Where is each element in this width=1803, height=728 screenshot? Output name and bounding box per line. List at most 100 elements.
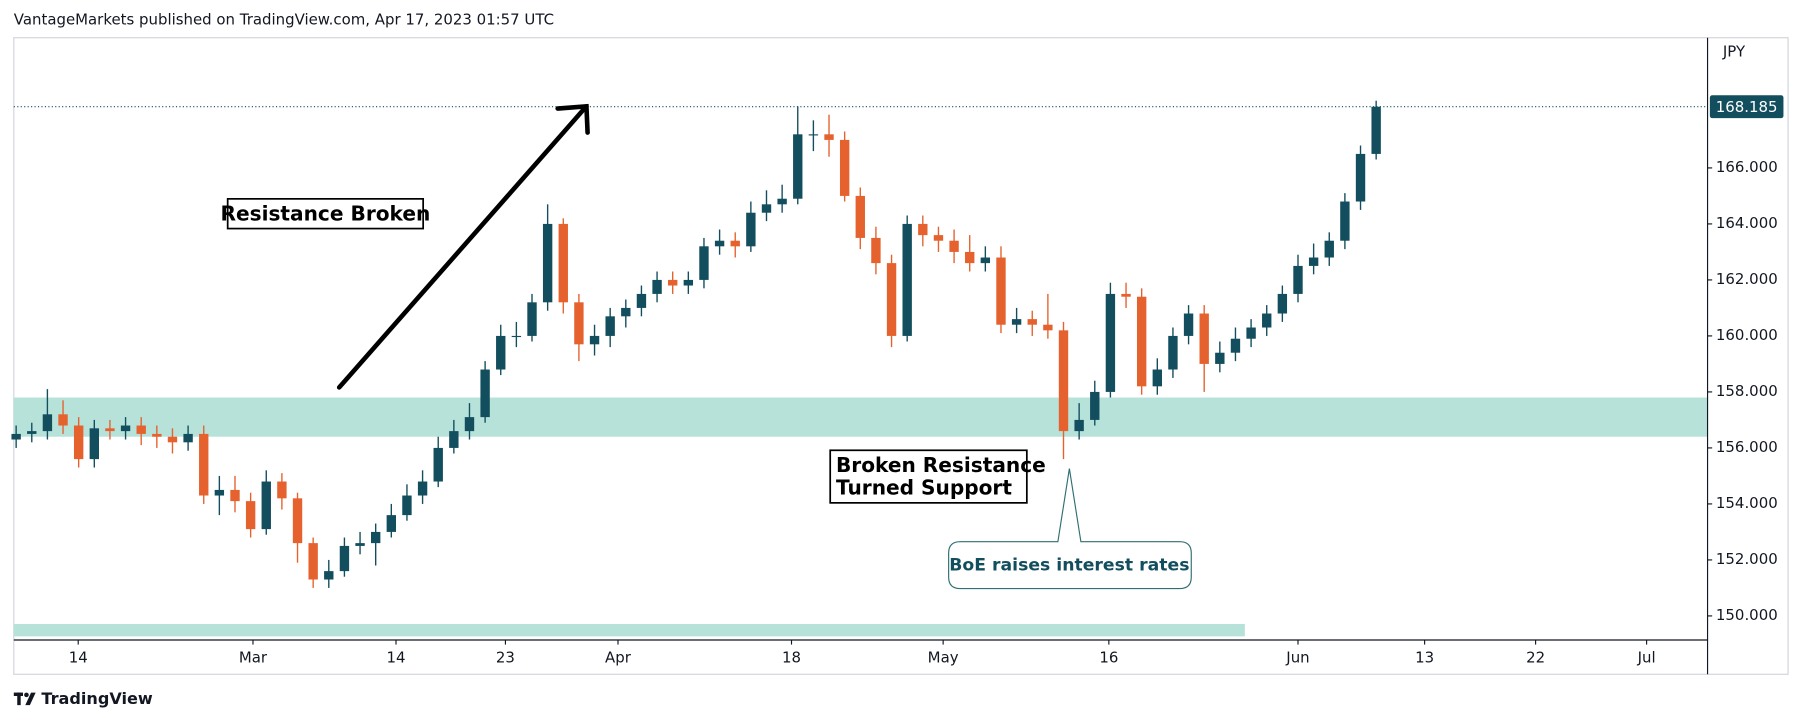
candle-body bbox=[1371, 106, 1381, 154]
candle-body bbox=[730, 240, 740, 247]
candle-body bbox=[808, 134, 819, 136]
x-tick-label: 13 bbox=[1415, 648, 1434, 666]
candle-body bbox=[886, 263, 897, 336]
candle-body bbox=[777, 198, 787, 205]
zone bbox=[13, 397, 1708, 437]
candle-body bbox=[1058, 330, 1069, 432]
candle-body bbox=[1011, 319, 1022, 325]
candle-body bbox=[871, 237, 881, 264]
y-tick-label: 158.000 bbox=[1716, 382, 1778, 400]
x-tick-label: 14 bbox=[69, 648, 88, 666]
candle-body bbox=[1199, 313, 1209, 364]
candle-body bbox=[824, 134, 834, 140]
candle-body bbox=[58, 414, 68, 426]
candle-body bbox=[1277, 293, 1288, 314]
last-price-label: 168.185 bbox=[1716, 98, 1778, 116]
candle-body bbox=[589, 335, 600, 345]
header: VantageMarkets published on TradingView.… bbox=[14, 11, 554, 29]
candle-body bbox=[668, 279, 678, 286]
candle-body bbox=[793, 134, 803, 199]
candle-body bbox=[11, 433, 21, 440]
candle-body bbox=[1215, 352, 1225, 364]
candle-body bbox=[1074, 419, 1084, 432]
x-tick-label: 23 bbox=[496, 648, 515, 666]
candle-body bbox=[386, 515, 397, 532]
candle-body bbox=[918, 223, 928, 236]
callout bbox=[948, 468, 1192, 590]
x-tick-label: May bbox=[928, 648, 959, 666]
callout-text: BoE raises interest rates bbox=[949, 556, 1189, 576]
candle-body bbox=[996, 257, 1006, 325]
x-tick-label: 22 bbox=[1526, 648, 1545, 666]
candle-body bbox=[1340, 201, 1350, 241]
candle-body bbox=[558, 223, 568, 303]
candle-body bbox=[324, 571, 334, 580]
candle-body bbox=[621, 307, 631, 317]
x-tick-label: 14 bbox=[387, 648, 406, 666]
y-tick-label: 162.000 bbox=[1716, 270, 1778, 288]
logo bbox=[13, 692, 36, 706]
last-price-box bbox=[1709, 95, 1784, 119]
candle-body bbox=[1230, 338, 1241, 353]
candle-body bbox=[1293, 265, 1303, 294]
annotation-box bbox=[226, 197, 425, 230]
candle-body bbox=[855, 195, 865, 238]
y-tick-label: 152.000 bbox=[1716, 550, 1778, 568]
y-tick-label: 156.000 bbox=[1716, 438, 1778, 456]
candle-body bbox=[214, 489, 225, 496]
x-tick-label: Mar bbox=[239, 648, 268, 666]
candle-body bbox=[73, 425, 84, 460]
candle-body bbox=[714, 240, 725, 247]
candle-body bbox=[1136, 296, 1147, 387]
candle-body bbox=[1355, 153, 1366, 202]
candle-body bbox=[417, 481, 428, 496]
annotation: Resistance Broken bbox=[220, 201, 430, 225]
chart-frame bbox=[13, 37, 1789, 675]
candle-body bbox=[27, 431, 37, 434]
candle-body bbox=[1183, 313, 1194, 336]
candle-body bbox=[511, 335, 522, 338]
candle-body bbox=[1027, 319, 1037, 325]
candle-body bbox=[1324, 240, 1334, 258]
x-tick-label: 18 bbox=[782, 648, 801, 666]
candles bbox=[11, 100, 1708, 588]
candle-body bbox=[1121, 293, 1131, 297]
candle-body bbox=[636, 293, 647, 308]
candle-body bbox=[449, 431, 459, 448]
candle-body bbox=[683, 279, 694, 286]
candle-body bbox=[433, 447, 443, 482]
x-tick-label: 16 bbox=[1099, 648, 1118, 666]
candle-body bbox=[980, 257, 991, 264]
candle-body bbox=[933, 235, 944, 241]
candle-body bbox=[965, 251, 975, 264]
candle-body bbox=[120, 425, 131, 432]
candle-body bbox=[308, 543, 318, 580]
candle-body bbox=[949, 240, 959, 252]
candle-body bbox=[261, 481, 271, 530]
candle-body bbox=[574, 302, 584, 345]
candle-body bbox=[761, 204, 772, 213]
annotation: Broken Resistance bbox=[836, 453, 1046, 477]
y-tick-label: 160.000 bbox=[1716, 326, 1778, 344]
footer-brand: TradingView bbox=[41, 689, 153, 708]
candle-body bbox=[292, 498, 303, 544]
y-tick-label: 166.000 bbox=[1716, 158, 1778, 176]
candle-body bbox=[89, 428, 99, 460]
x-tick-label: Jun bbox=[1285, 648, 1309, 666]
candle-body bbox=[277, 481, 287, 499]
y-tick-label: 164.000 bbox=[1716, 214, 1778, 232]
y-tick-label: 154.000 bbox=[1716, 494, 1778, 512]
candle-body bbox=[480, 369, 490, 418]
arrow bbox=[336, 103, 590, 390]
candle-body bbox=[542, 223, 553, 303]
candle-body bbox=[652, 279, 662, 294]
candle-body bbox=[1308, 257, 1319, 266]
candle-body bbox=[902, 223, 912, 336]
currency-label: JPY bbox=[1722, 43, 1746, 61]
candle-body bbox=[136, 425, 146, 434]
candle-body bbox=[1246, 327, 1256, 339]
candle-body bbox=[839, 139, 850, 196]
annotation: Turned Support bbox=[836, 476, 1012, 500]
